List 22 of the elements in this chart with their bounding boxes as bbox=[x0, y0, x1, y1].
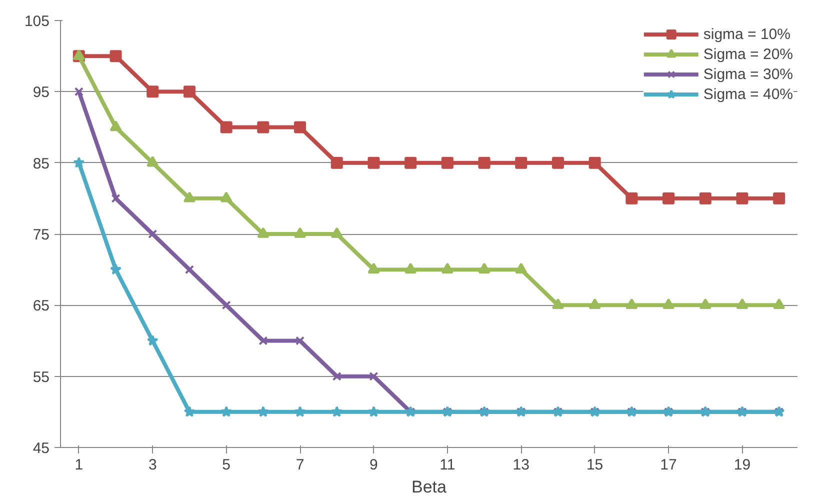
y-tick-label: 85 bbox=[32, 155, 50, 172]
y-tick-label: 105 bbox=[24, 13, 50, 30]
x-tick-label: 3 bbox=[148, 456, 157, 474]
legend-label: Sigma = 20% bbox=[703, 46, 793, 62]
x-tick-label: 17 bbox=[660, 456, 677, 474]
x-axis-title: Beta bbox=[412, 478, 448, 496]
y-tick-label: 95 bbox=[32, 84, 50, 102]
x-tick-label: 1 bbox=[74, 456, 84, 474]
y-tick-label: 55 bbox=[32, 368, 50, 386]
x-tick-label: 7 bbox=[296, 456, 304, 474]
x-tick-label: 11 bbox=[440, 456, 456, 474]
x-tick-label: 13 bbox=[512, 456, 530, 474]
legend-label: Sigma = 30% bbox=[703, 66, 793, 82]
y-tick-label: 75 bbox=[32, 226, 50, 244]
legend-label: sigma = 10% bbox=[703, 26, 790, 42]
x-tick-label: 19 bbox=[734, 456, 751, 474]
legend-label: Sigma = 40% bbox=[703, 86, 793, 102]
y-tick-label: 45 bbox=[32, 440, 50, 457]
x-tick-label: 5 bbox=[222, 456, 230, 474]
x-tick-label: 15 bbox=[586, 456, 604, 474]
y-tick-label: 65 bbox=[32, 298, 50, 315]
x-tick-label: 9 bbox=[370, 456, 378, 474]
